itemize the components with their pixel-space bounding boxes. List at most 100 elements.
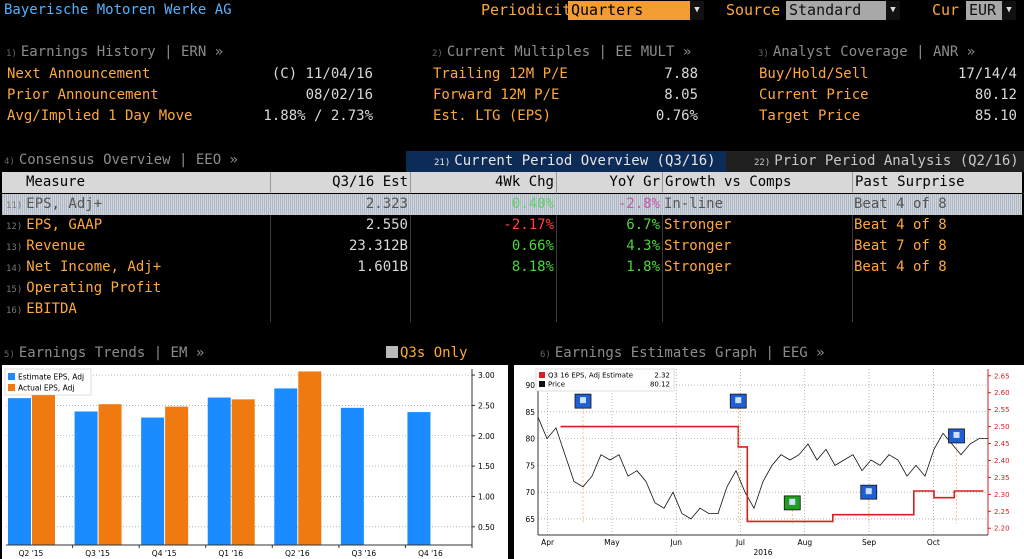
section-title: Earnings Trends | EM » (18, 345, 205, 361)
table-row[interactable]: 11) EPS, Adj+ 2.323 0.40% -2.8% In-line B… (2, 194, 1022, 215)
bar-estimate (340, 407, 364, 545)
col-header-4wk[interactable]: 4Wk Chg (410, 172, 556, 193)
table-row[interactable]: 16) EBITDA (2, 299, 1022, 320)
section-number: 1) (6, 49, 17, 59)
tab-prior-period[interactable]: 22) Prior Period Analysis (Q2/16) (726, 151, 1024, 172)
source-select[interactable]: Standard ▼ (786, 1, 900, 20)
analyst-coverage-block: Buy/Hold/Sell 17/14/4 Current Price 80.1… (759, 64, 1017, 130)
tab-current-period[interactable]: 21) Current Period Overview (Q3/16) (406, 151, 726, 172)
earnings-trends-link[interactable]: 5) Earnings Trends | EM » (4, 345, 204, 361)
earnings-history-link[interactable]: 1) Earnings History | ERN » (6, 44, 223, 60)
y-tick-label: 1.50 (478, 462, 495, 471)
x-tick-label: Apr (541, 538, 555, 547)
surprise-cell: Beat 7 of 8 (854, 238, 947, 254)
col-header-yoy[interactable]: YoY Gr (556, 172, 662, 193)
measure-cell: EPS, Adj+ (26, 196, 103, 212)
surprise-cell: Beat 4 of 8 (854, 196, 947, 212)
col-header-est[interactable]: Q3/16 Est (270, 172, 410, 193)
x-tick-label: Q4 '16 (418, 549, 443, 558)
chg-cell: 0.40% (511, 196, 554, 212)
section-number: 4) (4, 157, 15, 167)
table-row[interactable]: 15) Operating Profit (2, 278, 1022, 299)
surprise-cell: Beat 4 of 8 (854, 217, 947, 233)
row-number: 14) (6, 264, 23, 274)
chevron-down-icon[interactable]: ▼ (886, 1, 900, 20)
section-title: Earnings History | ERN » (20, 44, 224, 60)
section-number: 6) (540, 350, 551, 360)
target-price-row: Target Price 85.10 (759, 106, 1017, 127)
column-divider (410, 193, 411, 322)
marker-glyph (865, 488, 872, 495)
period-tabs: 21) Current Period Overview (Q3/16) 22) Pr… (406, 151, 1024, 172)
section-title: Consensus Overview | EEO » (18, 152, 238, 168)
section-title: Earnings Estimates Graph | EEG » (554, 345, 825, 361)
bar-y-axis: 0.50 1.00 1.50 2.00 2.50 3.00 (471, 369, 495, 545)
measure-cell: Operating Profit (26, 280, 162, 296)
current-multiples-block: Trailing 12M P/E 7.88 Forward 12M P/E 8.… (433, 64, 698, 130)
x-tick-label: Aug (797, 538, 812, 547)
row-value: 8.05 (664, 87, 698, 103)
chevron-down-icon[interactable]: ▼ (690, 1, 704, 20)
legend-swatch-price (539, 381, 545, 387)
estimate-tick-label: 2.30 (994, 491, 1010, 499)
yoy-cell: 4.3% (626, 238, 660, 254)
chevron-down-icon[interactable]: ▼ (1002, 1, 1016, 20)
price-tick-label: 85 (525, 408, 535, 417)
x-tick-label: Oct (927, 538, 940, 547)
earnings-estimates-link[interactable]: 6) Earnings Estimates Graph | EEG » (540, 345, 825, 361)
toggle-label: Q3s Only (400, 345, 468, 361)
currency-value: EUR (969, 1, 997, 19)
section-title: Current Multiples | EE MULT » (446, 44, 692, 60)
tab-number: 22) (754, 158, 771, 168)
bar-estimate (207, 397, 231, 545)
col-header-comps[interactable]: Growth vs Comps (662, 172, 852, 193)
row-value: 0.76% (655, 108, 698, 124)
est-cell: 2.550 (365, 217, 408, 233)
source-label: Source (726, 1, 781, 19)
currency-select[interactable]: EUR ▼ (966, 1, 1016, 20)
col-header-measure[interactable]: Measure (2, 172, 270, 193)
column-divider (662, 193, 663, 322)
surprise-cell: Beat 4 of 8 (854, 259, 947, 275)
legend-label-estimate: Estimate EPS, Adj (18, 373, 84, 382)
legend-value-price: 80.12 (650, 381, 670, 389)
legend-box (535, 368, 675, 392)
y-tick-label: 1.00 (478, 492, 495, 501)
measure-cell: Net Income, Adj+ (26, 259, 162, 275)
periodicity-select[interactable]: Quarters ▼ (568, 1, 704, 20)
measure-cell: EBITDA (26, 301, 77, 317)
checkbox-icon[interactable] (386, 346, 398, 358)
analyst-coverage-link[interactable]: 3) Analyst Coverage | ANR » (758, 44, 975, 60)
column-divider (556, 193, 557, 322)
y-tick-label: 2.50 (478, 401, 495, 410)
measure-cell: EPS, GAAP (26, 217, 103, 233)
periodicity-label: Periodicity (481, 1, 581, 19)
event-markers (574, 393, 965, 524)
section-number: 2) (432, 49, 443, 59)
price-tick-label: 90 (525, 381, 535, 390)
table-row[interactable]: 14) Net Income, Adj+ 1.601B 8.18% 1.8% St… (2, 257, 1022, 278)
table-row[interactable]: 13) Revenue 23.312B 0.66% 4.3% Stronger B… (2, 236, 1022, 257)
x-tick-label: Q3 '16 (352, 549, 377, 558)
consensus-overview-link[interactable]: 4) Consensus Overview | EEO » (4, 152, 238, 168)
bar-actual (98, 404, 122, 545)
legend-label-actual: Actual EPS, Adj (18, 384, 75, 393)
trailing-pe-row: Trailing 12M P/E 7.88 (433, 64, 698, 85)
x-tick-label: Q2 '15 (19, 549, 44, 558)
bar-estimate (141, 417, 165, 545)
marker-glyph (735, 397, 742, 404)
row-value: 80.12 (974, 87, 1017, 103)
marker-glyph (580, 397, 586, 404)
tab-label: Current Period Overview (Q3/16) (454, 153, 716, 169)
col-header-surprise[interactable]: Past Surprise (852, 172, 1022, 193)
row-number: 11) (6, 201, 23, 211)
column-divider (270, 193, 271, 322)
table-row[interactable]: 12) EPS, GAAP 2.550 -2.17% 6.7% Stronger … (2, 215, 1022, 236)
row-number: 12) (6, 222, 23, 232)
price-tick-label: 65 (525, 515, 535, 524)
legend-label-estimate: Q3 16 EPS, Adj Estimate (548, 372, 633, 380)
q3s-only-toggle[interactable]: Q3s Only (386, 345, 467, 361)
current-multiples-link[interactable]: 2) Current Multiples | EE MULT » (432, 44, 691, 60)
price-tick-label: 75 (525, 461, 535, 470)
bar-actual (298, 371, 322, 545)
